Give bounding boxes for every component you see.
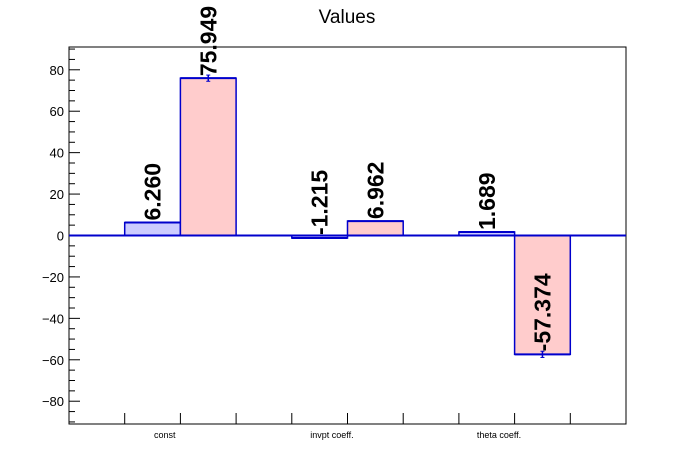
data-labels-layer: 6.260 -1.215 1.689 75.949 6.962 -57.374 <box>140 6 556 352</box>
bar <box>123 221 182 237</box>
y-tick-label: 40 <box>50 146 64 161</box>
bar <box>346 220 404 237</box>
x-tick-label-invpt: invpt coeff. <box>310 430 353 440</box>
data-label: 1.689 <box>474 172 500 230</box>
data-label: -57.374 <box>529 273 555 351</box>
x-tick-label-const: const <box>154 430 176 440</box>
data-label: 6.260 <box>140 163 166 221</box>
y-tick-label: −60 <box>42 353 64 368</box>
y-tick-label: 0 <box>57 229 64 244</box>
y-tick-label: −40 <box>42 311 64 326</box>
y-tick-label: 20 <box>50 187 64 202</box>
y-tick-label: −20 <box>42 270 64 285</box>
data-label: 6.962 <box>362 162 388 220</box>
chart-title: Values <box>319 7 376 28</box>
y-axis: −80 −60 −40 −20 0 20 40 60 80 <box>42 48 80 423</box>
bar <box>179 77 237 237</box>
x-axis <box>124 413 571 424</box>
bars-layer <box>123 74 572 358</box>
y-tick-label: −80 <box>42 394 64 409</box>
x-tick-label-theta: theta coeff. <box>477 430 521 440</box>
y-tick-label: 60 <box>50 104 64 119</box>
bar <box>513 234 572 356</box>
y-tick-label: 80 <box>50 63 64 78</box>
data-label: 75.949 <box>195 6 221 76</box>
data-label: -1.215 <box>307 170 333 235</box>
